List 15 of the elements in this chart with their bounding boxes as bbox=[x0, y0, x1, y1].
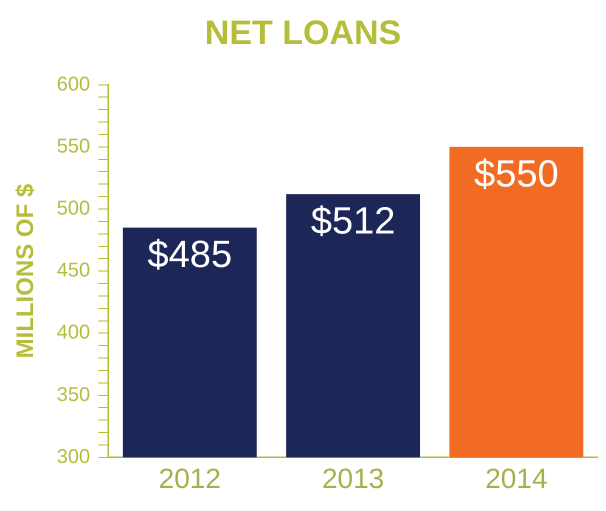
y-tick-label: 550 bbox=[56, 135, 90, 158]
data-label: $550 bbox=[474, 153, 559, 196]
data-label: $485 bbox=[148, 234, 232, 276]
x-tick-label: 2013 bbox=[322, 462, 384, 494]
y-tick-label: 450 bbox=[56, 260, 90, 282]
y-tick-label: 500 bbox=[56, 198, 90, 220]
y-tick-label: 300 bbox=[56, 446, 90, 468]
chart-title: NET LOANS bbox=[204, 14, 402, 52]
x-tick-label: 2012 bbox=[158, 462, 221, 494]
y-axis-title: MILLIONS OF $ bbox=[12, 183, 40, 358]
y-tick-label: 600 bbox=[56, 73, 90, 96]
data-label: $512 bbox=[310, 200, 396, 243]
y-tick-label: 400 bbox=[56, 322, 90, 344]
x-tick-label: 2014 bbox=[485, 462, 548, 494]
y-tick-label: 350 bbox=[56, 384, 90, 406]
